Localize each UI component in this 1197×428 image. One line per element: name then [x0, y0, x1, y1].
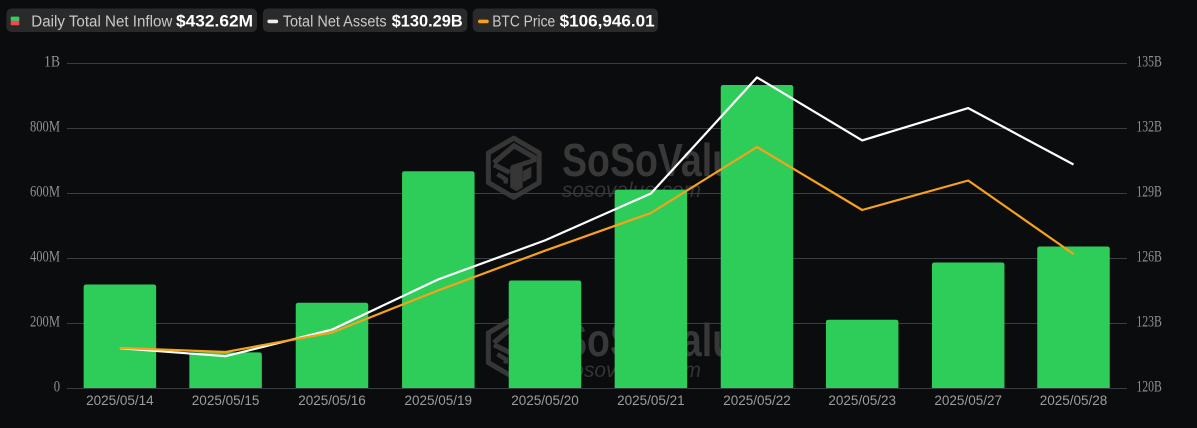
svg-text:200M: 200M [30, 314, 60, 331]
svg-text:600M: 600M [30, 184, 60, 201]
svg-text:132B: 132B [1136, 119, 1162, 136]
svg-text:2025/05/23: 2025/05/23 [828, 393, 896, 408]
svg-text:400M: 400M [30, 249, 60, 266]
svg-text:2025/05/27: 2025/05/27 [934, 393, 1002, 408]
svg-text:2025/05/15: 2025/05/15 [192, 393, 260, 408]
svg-text:2025/05/22: 2025/05/22 [723, 393, 791, 408]
svg-text:Total Net Assets: Total Net Assets [283, 14, 387, 31]
svg-text:1B: 1B [44, 54, 60, 71]
svg-text:2025/05/16: 2025/05/16 [298, 393, 366, 408]
svg-text:$432.62M: $432.62M [176, 13, 253, 31]
svg-text:$130.29B: $130.29B [392, 13, 463, 31]
svg-text:$106,946.01: $106,946.01 [560, 13, 655, 31]
svg-text:129B: 129B [1136, 184, 1162, 201]
svg-text:2025/05/14: 2025/05/14 [86, 393, 154, 408]
svg-text:BTC Price: BTC Price [492, 14, 555, 31]
svg-text:135B: 135B [1136, 54, 1162, 71]
svg-text:2025/05/21: 2025/05/21 [617, 393, 685, 408]
svg-text:800M: 800M [30, 119, 60, 136]
svg-text:2025/05/19: 2025/05/19 [405, 393, 473, 408]
svg-text:120B: 120B [1136, 379, 1162, 396]
svg-text:123B: 123B [1136, 314, 1162, 331]
svg-text:2025/05/28: 2025/05/28 [1040, 393, 1108, 408]
svg-text:126B: 126B [1136, 249, 1162, 266]
svg-text:0: 0 [54, 379, 61, 396]
svg-text:2025/05/20: 2025/05/20 [511, 393, 579, 408]
svg-text:Daily Total Net Inflow: Daily Total Net Inflow [31, 14, 173, 31]
